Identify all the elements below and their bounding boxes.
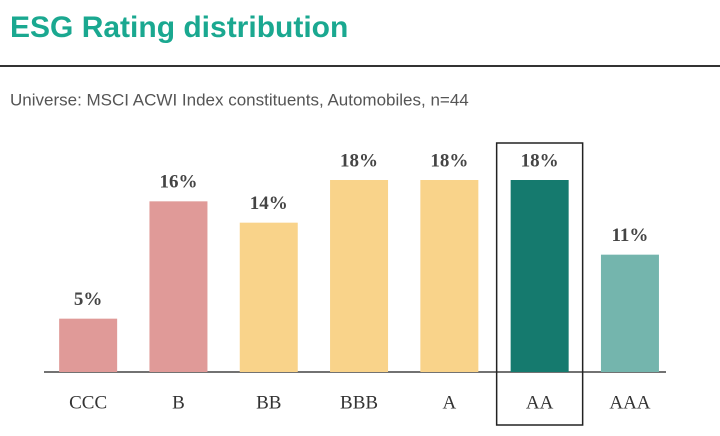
value-label: 18%: [430, 150, 468, 171]
x-tick-label: AAA: [609, 392, 650, 413]
subtitle: Universe: MSCI ACWI Index constituents, …: [10, 90, 469, 109]
bar: [510, 180, 569, 372]
value-label: 5%: [74, 289, 103, 310]
x-tick-label: BB: [256, 392, 281, 413]
title: ESG Rating distribution: [10, 11, 348, 44]
bar: [59, 318, 118, 372]
bar: [149, 201, 208, 372]
x-tick-label: A: [442, 392, 456, 413]
bar: [600, 254, 659, 372]
bar: [330, 180, 389, 372]
value-label: 18%: [521, 150, 559, 171]
bar: [239, 222, 298, 372]
value-label: 14%: [250, 193, 288, 214]
value-label: 11%: [611, 225, 648, 246]
x-tick-label: AA: [526, 392, 554, 413]
x-tick-label: CCC: [69, 392, 107, 413]
value-label: 18%: [340, 150, 378, 171]
value-label: 16%: [159, 172, 197, 193]
bar: [420, 180, 479, 372]
x-tick-label: BBB: [340, 392, 378, 413]
highlight-box: [495, 142, 584, 426]
x-tick-label: B: [172, 392, 185, 413]
